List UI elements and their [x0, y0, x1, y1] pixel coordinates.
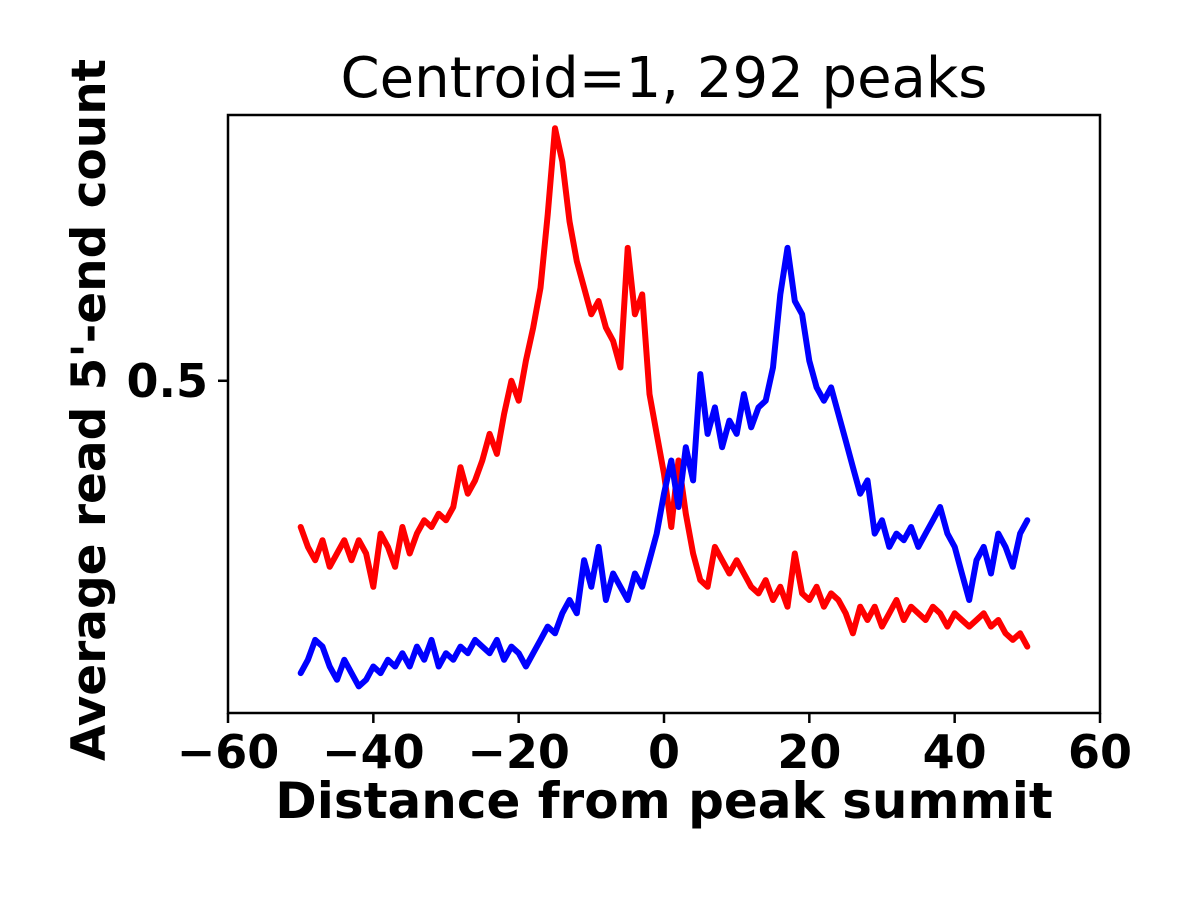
y-tick-label: 0.5 — [127, 354, 209, 408]
x-tick-label: −20 — [467, 725, 570, 779]
series-line-reverse-strand — [297, 244, 1031, 690]
x-tick-label: 0 — [648, 725, 680, 779]
x-tick-label: 40 — [923, 725, 987, 779]
x-tick-label: −60 — [177, 725, 280, 779]
x-tick-label: −40 — [322, 725, 425, 779]
x-tick-label: 20 — [777, 725, 841, 779]
x-tick-label: 60 — [1068, 725, 1132, 779]
series-line-forward-strand — [297, 125, 1031, 650]
x-axis-label: Distance from peak summit — [275, 772, 1053, 830]
y-axis-label: Average read 5'-end count — [62, 58, 117, 762]
chart-title: Centroid=1, 292 peaks — [340, 46, 988, 111]
